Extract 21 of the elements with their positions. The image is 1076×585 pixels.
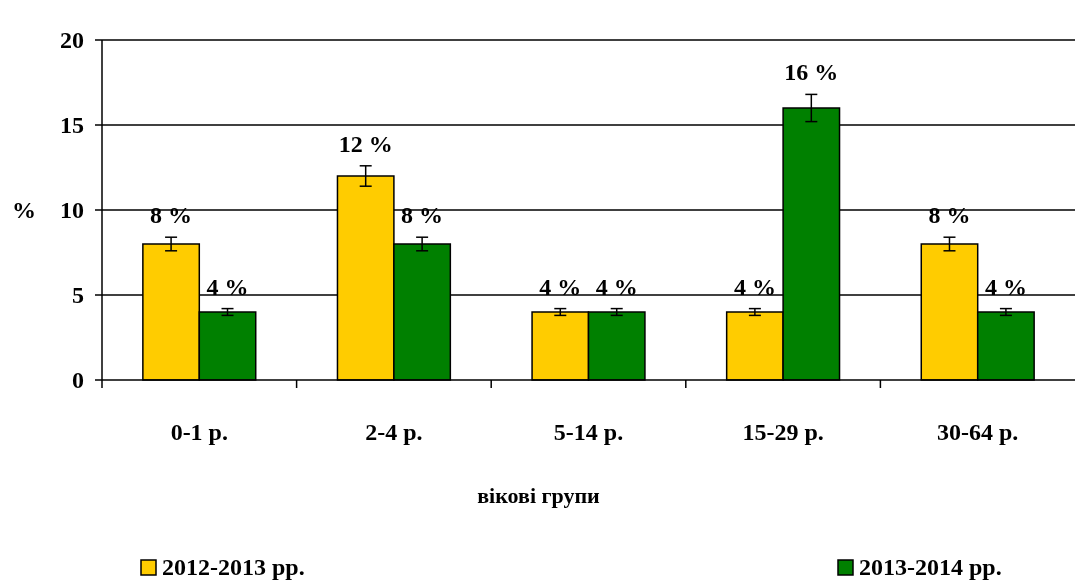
y-tick-label: 5	[72, 282, 84, 309]
legend-label: 2012-2013 рр.	[162, 554, 305, 580]
data-label: 4 %	[206, 273, 249, 300]
x-tick-label: 30-64 р.	[937, 419, 1019, 445]
data-label: 4 %	[984, 273, 1027, 300]
y-tick-label: 10	[60, 197, 84, 224]
y-axis-title: %	[12, 197, 36, 224]
x-tick-label: 2-4 р.	[365, 419, 423, 445]
y-tick-label: 20	[60, 27, 84, 54]
data-label: 12 %	[338, 130, 393, 157]
data-label: 4 %	[733, 273, 776, 300]
data-label: 4 %	[595, 273, 638, 300]
y-tick-label: 15	[60, 112, 84, 139]
x-tick-label: 15-29 р.	[742, 419, 824, 445]
x-tick-label: 0-1 р.	[170, 419, 228, 445]
legend-label: 2013-2014 рр.	[859, 554, 1002, 580]
y-tick-label: 0	[72, 367, 84, 394]
data-label: 4 %	[539, 273, 582, 300]
data-label: 16 %	[784, 59, 839, 86]
x-tick-label: 5-14 р.	[553, 419, 624, 445]
x-axis-title: вікові групи	[477, 483, 601, 508]
